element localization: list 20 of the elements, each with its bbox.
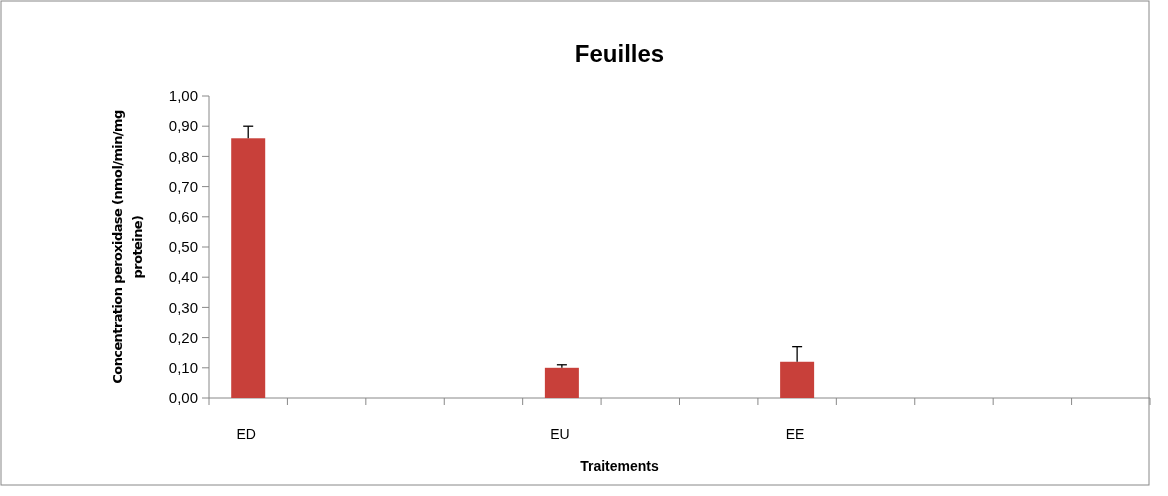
y-tick-label: 1,00: [168, 87, 198, 105]
y-tick-label: 0,70: [168, 177, 198, 195]
y-tick-label: 0,00: [168, 389, 198, 407]
y-tick-label: 0,90: [168, 117, 198, 135]
y-axis-title: Concentration peroxidase (nmol/min/mg proteine): [110, 110, 145, 384]
y-tick-label: 0,20: [168, 328, 198, 346]
y-tick-label: 0,80: [168, 147, 198, 165]
x-tick-label: EU: [550, 426, 570, 442]
y-tick-label: 0,50: [168, 238, 198, 256]
x-tick-label: EE: [785, 426, 805, 442]
x-tick-label: ED: [236, 426, 256, 442]
y-tick-label: 0,10: [168, 359, 198, 377]
chart-title: Feuilles: [574, 40, 665, 67]
bar: [780, 361, 815, 398]
bar: [231, 138, 266, 398]
y-tick-label: 0,40: [168, 268, 198, 286]
bar: [544, 367, 579, 398]
y-tick-label: 0,60: [168, 208, 198, 226]
y-tick-label: 0,30: [168, 298, 198, 316]
x-axis-title: Traitements: [580, 458, 659, 474]
